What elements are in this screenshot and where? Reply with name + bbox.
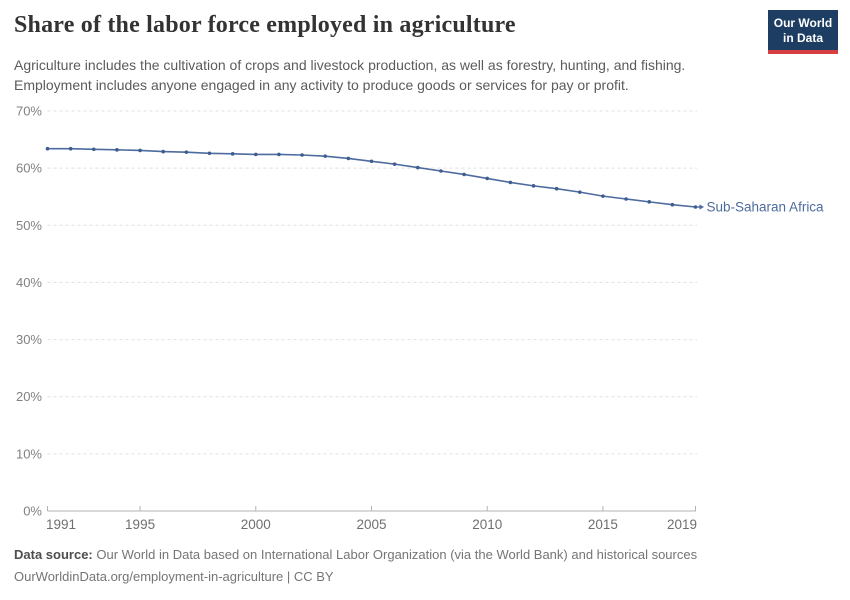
data-point: [577, 190, 582, 194]
data-point: [346, 156, 351, 161]
data-point: [462, 172, 466, 177]
series-line: [46, 147, 697, 208]
data-point: [531, 184, 536, 188]
data-point: [693, 205, 698, 209]
data-point: [45, 146, 50, 151]
data-point: [115, 148, 119, 152]
owid-logo: Our World in Data: [768, 10, 838, 54]
data-point: [161, 149, 166, 154]
x-tick-label: 2015: [588, 517, 618, 532]
subtitle-line: Employment includes anyone engaged in an…: [14, 77, 629, 93]
data-point: [369, 159, 374, 164]
data-point: [415, 165, 420, 170]
subtitle-line: Agriculture includes the cultivation of …: [14, 57, 686, 73]
data-point: [91, 147, 96, 152]
label-arrowhead: [699, 204, 704, 210]
data-point: [300, 153, 304, 157]
data-point: [392, 162, 397, 166]
logo-line-2: in Data: [782, 31, 823, 45]
y-tick-label: 60%: [16, 161, 42, 176]
data-point: [485, 176, 490, 181]
data-point: [439, 169, 443, 173]
data-point: [508, 180, 513, 185]
y-tick-label: 0%: [23, 504, 42, 519]
data-point: [647, 200, 652, 204]
data-point: [670, 202, 675, 207]
x-tick-label: 2010: [472, 517, 502, 532]
data-source-label: Data source:: [14, 547, 93, 562]
y-tick-label: 70%: [16, 104, 42, 119]
x-tick-label: 1991: [46, 517, 76, 532]
data-point: [554, 186, 559, 191]
x-tick-label: 2005: [356, 517, 386, 532]
data-point: [68, 146, 73, 151]
data-point: [323, 154, 328, 158]
license-line: OurWorldinData.org/employment-in-agricul…: [14, 569, 334, 584]
chart-footer: Data source: Our World in Data based on …: [14, 544, 697, 588]
x-tick-label: 1995: [125, 517, 155, 532]
data-point: [207, 151, 212, 156]
logo-line-1: Our World: [773, 16, 833, 30]
logo-red-bar: [768, 50, 838, 54]
data-point: [601, 194, 605, 198]
data-point: [253, 152, 258, 157]
data-point: [230, 152, 235, 156]
data-point: [138, 148, 142, 153]
data-source-line: Data source: Our World in Data based on …: [14, 544, 697, 566]
y-tick-label: 40%: [16, 275, 42, 290]
y-tick-label: 50%: [16, 218, 42, 233]
x-tick-label: 2000: [241, 517, 271, 532]
y-tick-label: 30%: [16, 332, 42, 347]
y-tick-label: 20%: [16, 389, 42, 404]
data-point: [184, 150, 189, 154]
page-title: Share of the labor force employed in agr…: [14, 12, 516, 38]
data-point: [277, 152, 281, 157]
chart-subtitle: Agriculture includes the cultivation of …: [14, 55, 685, 95]
data-source-text: Our World in Data based on International…: [92, 547, 698, 562]
y-tick-label: 10%: [16, 446, 42, 461]
x-tick-label: 2019: [667, 517, 697, 532]
data-point: [624, 197, 628, 201]
series-label: Sub-Saharan Africa: [707, 200, 825, 215]
